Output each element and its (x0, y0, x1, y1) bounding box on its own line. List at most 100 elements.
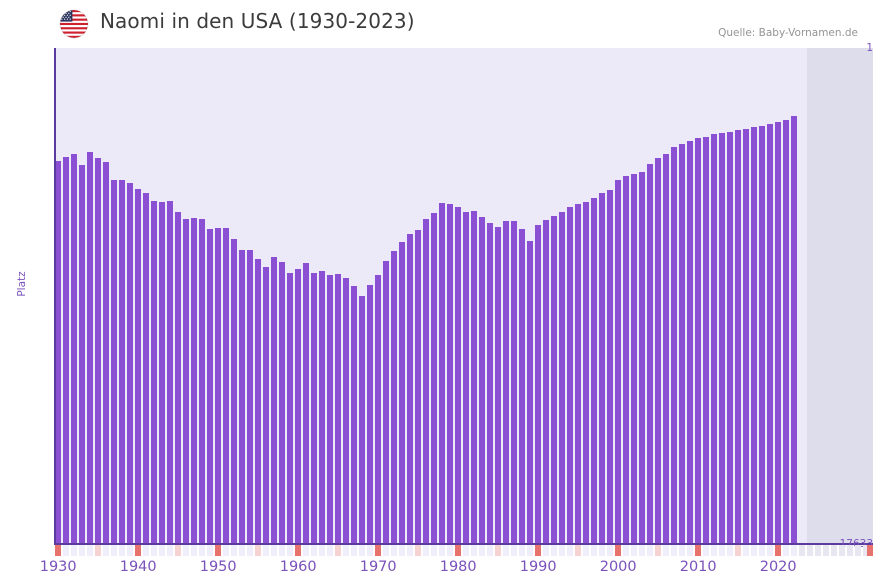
bar (743, 128, 750, 543)
bar (247, 249, 254, 543)
x-axis-year-tick (583, 545, 590, 556)
x-axis-year-tick (839, 545, 846, 556)
x-axis-year-tick (199, 545, 206, 556)
x-axis-year-tick (831, 545, 838, 556)
bar (119, 180, 126, 543)
x-axis-year-tick (711, 545, 718, 556)
bar (559, 212, 566, 543)
bar (343, 277, 350, 543)
x-axis-year-tick (591, 545, 598, 556)
y-axis-line (54, 48, 56, 544)
x-axis-tick-label: 2000 (599, 559, 637, 575)
x-axis-year-tick (759, 545, 766, 556)
x-axis-year-tick (127, 545, 134, 556)
x-axis-year-tick (503, 545, 510, 556)
x-axis-year-tick (815, 545, 822, 556)
bar (583, 201, 590, 543)
x-axis-year-tick (111, 545, 118, 556)
x-axis-year-tick (71, 545, 78, 556)
bar-series (55, 48, 873, 543)
bar (95, 158, 102, 543)
bar (783, 119, 790, 543)
bar (319, 270, 326, 543)
x-axis-year-tick (159, 545, 166, 556)
bar (503, 220, 510, 543)
x-axis-year-tick (471, 545, 478, 556)
bar (111, 180, 118, 543)
x-axis-year-tick (479, 545, 486, 556)
bar (215, 227, 222, 543)
x-axis-year-tick (679, 545, 686, 556)
x-axis-year-tick (495, 545, 502, 556)
bar (591, 198, 598, 543)
x-axis-line (54, 543, 873, 545)
bar (535, 224, 542, 543)
x-axis-tick-label: 1950 (199, 559, 237, 575)
x-axis-year-tick (119, 545, 126, 556)
x-axis-year-tick (719, 545, 726, 556)
bar (759, 125, 766, 543)
x-axis-year-tick (623, 545, 630, 556)
bar (647, 163, 654, 543)
x-axis-year-tick (735, 545, 742, 556)
x-axis-year-tick (527, 545, 534, 556)
bar (631, 173, 638, 543)
bar (391, 250, 398, 543)
bar (439, 203, 446, 543)
x-axis-year-tick (383, 545, 390, 556)
x-axis-year-tick (143, 545, 150, 556)
x-axis-year-tick (183, 545, 190, 556)
bar (447, 203, 454, 543)
bar (655, 158, 662, 543)
x-axis-tick-label: 2020 (759, 559, 797, 575)
bar (159, 201, 166, 543)
bar (151, 200, 158, 543)
bar (423, 218, 430, 543)
bar (599, 193, 606, 543)
bar (663, 154, 670, 543)
bar (135, 189, 142, 543)
x-axis-decade-tick (775, 545, 782, 556)
bar (351, 286, 358, 543)
x-axis-year-tick (823, 545, 830, 556)
x-axis-year-tick (63, 545, 70, 556)
x-axis-year-tick (727, 545, 734, 556)
x-axis-tick-label: 1970 (359, 559, 397, 575)
x-axis-year-tick (767, 545, 774, 556)
x-axis-year-tick (191, 545, 198, 556)
bar (199, 218, 206, 543)
x-axis-year-tick (655, 545, 662, 556)
bar (367, 285, 374, 543)
x-axis-year-tick (223, 545, 230, 556)
bar (679, 144, 686, 543)
x-axis-year-tick (255, 545, 262, 556)
bar (415, 229, 422, 543)
bar (175, 211, 182, 543)
y-axis-title: Platz (16, 271, 28, 297)
x-axis-year-tick (855, 545, 862, 556)
x-axis-year-tick (207, 545, 214, 556)
bar (311, 272, 318, 543)
x-axis-year-tick (575, 545, 582, 556)
bar (671, 147, 678, 543)
source-attribution: Quelle: Baby-Vornamen.de (718, 27, 858, 39)
bar (223, 227, 230, 543)
bar (487, 223, 494, 543)
x-axis-year-tick (799, 545, 806, 556)
bar (687, 140, 694, 543)
y-axis-tick-top: 1 (866, 42, 873, 54)
x-axis-year-tick (631, 545, 638, 556)
x-axis-year-tick (703, 545, 710, 556)
bar (511, 221, 518, 543)
x-axis-year-tick (559, 545, 566, 556)
bar (143, 193, 150, 543)
x-axis-year-tick (319, 545, 326, 556)
x-axis-end-tick (866, 545, 873, 556)
bar (527, 241, 534, 543)
x-axis-year-tick (303, 545, 310, 556)
bar (279, 261, 286, 543)
plot-area (55, 48, 873, 543)
x-axis-year-tick (663, 545, 670, 556)
x-axis-decade-tick (375, 545, 382, 556)
